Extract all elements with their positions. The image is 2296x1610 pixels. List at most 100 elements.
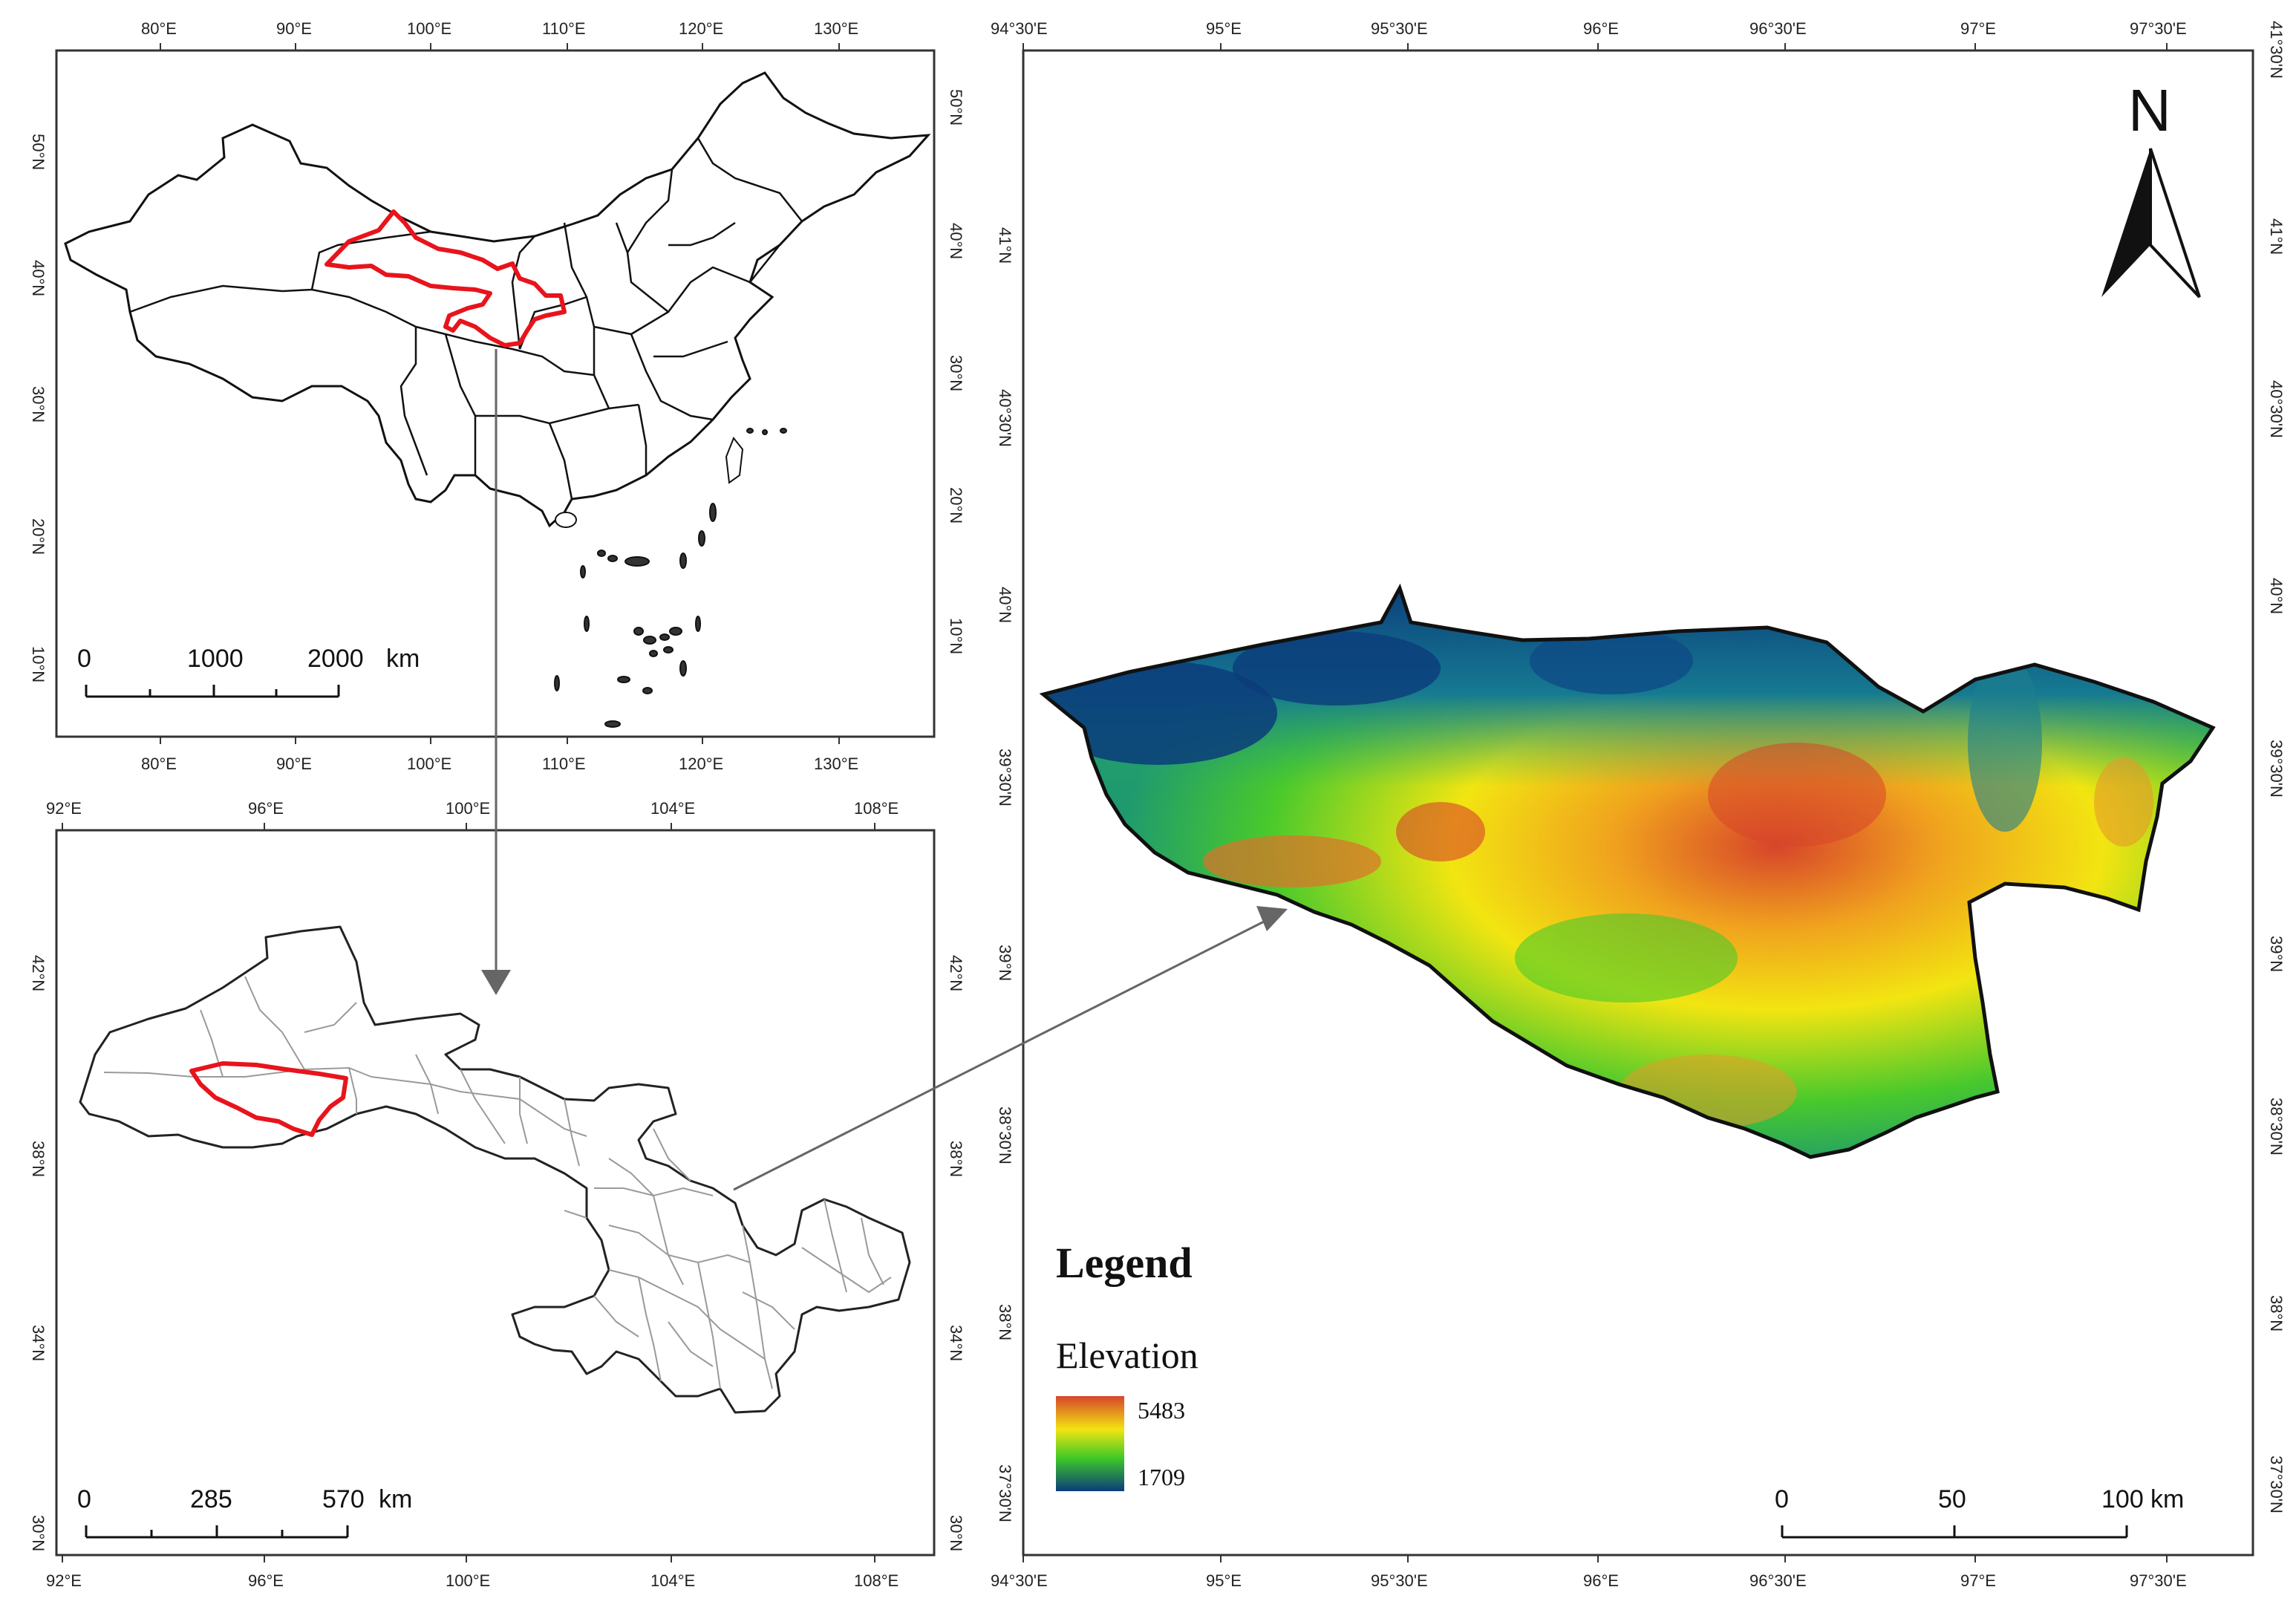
dem-bottom-tick-5: 97°E [1960, 1571, 1996, 1590]
dem-top-tick-0: 94°30'E [991, 19, 1048, 38]
china-left-tick-3: 20°N [29, 518, 48, 555]
china-bottom-tick-4: 120°E [679, 755, 723, 773]
province-panel: 92°E 96°E 100°E 104°E 108°E 92°E 96°E 10… [29, 799, 965, 1590]
province-top-tick-2: 100°E [446, 799, 490, 818]
china-top-tick-5: 130°E [814, 19, 858, 38]
dem-right-tick-6: 38°30'N [2267, 1098, 2286, 1156]
china-right-tick-1: 40°N [947, 223, 965, 259]
dem-left-tick-1: 40°30'N [996, 389, 1014, 447]
dem-scale-label-1: 50 [1938, 1485, 1966, 1513]
china-bottom-tick-1: 90°E [276, 755, 312, 773]
dem-right-tick-3: 40°N [2267, 578, 2286, 614]
dem-top-tick-5: 97°E [1960, 19, 1996, 38]
dem-tick-marks [1023, 43, 2168, 1562]
dem-bottom-tick-2: 95°30'E [1371, 1571, 1428, 1590]
dem-scale-label-unit: km [2150, 1485, 2184, 1513]
province-scale-label-0: 0 [77, 1485, 91, 1513]
dem-top-tick-3: 96°E [1583, 19, 1619, 38]
dem-left-tick-0: 41°N [996, 227, 1014, 264]
china-scale-label-0: 0 [77, 645, 91, 673]
province-right-tick-0: 42°N [947, 955, 965, 991]
china-top-tick-marks [160, 43, 840, 744]
province-left-tick-0: 42°N [29, 955, 48, 991]
dem-top-tick-1: 95°E [1206, 19, 1242, 38]
province-bottom-tick-1: 96°E [248, 1571, 284, 1590]
province-right-tick-1: 38°N [947, 1141, 965, 1177]
province-tick-marks [62, 823, 875, 1562]
china-bottom-tick-2: 100°E [407, 755, 451, 773]
province-right-tick-2: 34°N [947, 1325, 965, 1361]
dem-right-tick-2: 40°30'N [2267, 380, 2286, 438]
dem-bottom-tick-0: 94°30'E [991, 1571, 1048, 1590]
dem-bottom-tick-4: 96°30'E [1749, 1571, 1807, 1590]
china-left-tick-0: 50°N [29, 134, 48, 170]
dem-bottom-tick-1: 95°E [1206, 1571, 1242, 1590]
dem-left-tick-6: 38°N [996, 1304, 1014, 1340]
dem-right-tick-0: 41°30'N [2267, 21, 2286, 79]
dem-scale-bar [1781, 1525, 2128, 1539]
dem-panel: 94°30'E 95°E 95°30'E 96°E 96°30'E 97°E 9… [991, 19, 2286, 1590]
province-bottom-tick-3: 104°E [650, 1571, 695, 1590]
china-left-tick-4: 10°N [29, 646, 48, 682]
dem-right-tick-7: 38°N [2267, 1295, 2286, 1332]
china-right-tick-3: 20°N [947, 487, 965, 524]
dem-right-tick-1: 41°N [2267, 218, 2286, 255]
china-scale-label-2: 2000 [307, 645, 364, 673]
dem-right-tick-5: 39°N [2267, 936, 2286, 972]
dem-panel-frame [1022, 49, 2254, 1557]
china-top-tick-2: 100°E [407, 19, 451, 38]
dem-left-tick-4: 39°N [996, 945, 1014, 981]
legend-subtitle: Elevation [1056, 1334, 1198, 1376]
province-to-dem-arrow [733, 918, 1269, 1191]
china-scale-bar [85, 685, 340, 698]
china-right-tick-2: 30°N [947, 355, 965, 391]
province-scale-label-2: 570 [322, 1485, 365, 1513]
dem-left-tick-5: 38°30'N [996, 1107, 1014, 1164]
china-province-lines [129, 137, 803, 500]
province-scale-label-1: 285 [190, 1485, 232, 1513]
gansu-outline [79, 925, 911, 1414]
china-islands [554, 428, 787, 728]
china-scale-label-unit: km [386, 645, 420, 673]
province-bottom-tick-2: 100°E [446, 1571, 490, 1590]
china-panel: 80°E 90°E 100°E 110°E 120°E 130°E 80°E 9… [29, 19, 965, 773]
province-study-area-highlight [189, 1061, 348, 1137]
china-top-tick-4: 120°E [679, 19, 723, 38]
province-left-tick-3: 30°N [29, 1515, 48, 1551]
province-left-tick-2: 34°N [29, 1325, 48, 1361]
dem-left-tick-7: 37°30'N [996, 1464, 1014, 1522]
province-top-tick-1: 96°E [248, 799, 284, 818]
china-bottom-tick-0: 80°E [141, 755, 177, 773]
province-scale-label-unit: km [379, 1485, 412, 1513]
china-right-tick-4: 10°N [947, 618, 965, 654]
dem-right-tick-4: 39°30'N [2267, 740, 2286, 798]
legend-title: Legend [1056, 1239, 1193, 1287]
province-bottom-tick-4: 108°E [854, 1571, 898, 1590]
dem-right-tick-8: 37°30'N [2267, 1456, 2286, 1513]
legend-high-value: 5483 [1138, 1397, 1185, 1424]
dem-scale-label-2: 100 [2101, 1485, 2144, 1513]
province-right-tick-3: 30°N [947, 1515, 965, 1551]
china-bottom-tick-3: 110°E [542, 755, 586, 773]
province-top-tick-3: 104°E [650, 799, 695, 818]
china-gansu-highlight [324, 209, 567, 348]
china-top-tick-1: 90°E [276, 19, 312, 38]
dem-top-tick-4: 96°30'E [1749, 19, 1807, 38]
dem-left-tick-3: 39°30'N [996, 749, 1014, 806]
province-top-tick-4: 108°E [854, 799, 898, 818]
province-bottom-tick-0: 92°E [46, 1571, 82, 1590]
china-top-tick-3: 110°E [542, 19, 586, 38]
china-to-province-arrowhead [481, 970, 511, 995]
dem-scale-label-0: 0 [1775, 1485, 1789, 1513]
dem-bottom-tick-6: 97°30'E [2130, 1571, 2187, 1590]
legend-color-ramp [1056, 1396, 1124, 1491]
north-arrow-icon: N [2101, 77, 2201, 299]
china-left-tick-1: 40°N [29, 260, 48, 296]
province-scale-bar [85, 1525, 349, 1539]
china-bottom-tick-5: 130°E [814, 755, 858, 773]
dem-left-tick-2: 40°N [996, 587, 1014, 623]
china-top-tick-0: 80°E [141, 19, 177, 38]
china-scale-label-1: 1000 [187, 645, 244, 673]
dem-top-tick-2: 95°30'E [1371, 19, 1428, 38]
